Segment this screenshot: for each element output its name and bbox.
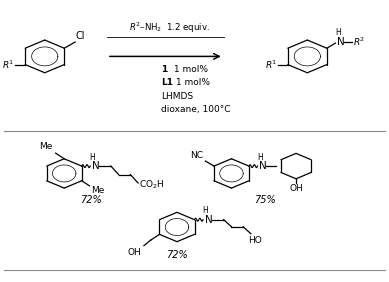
Text: $R^1$: $R^1$: [2, 58, 15, 71]
Text: LHMDS: LHMDS: [161, 92, 194, 101]
Text: $R^2$–NH$_2$  1.2 equiv.: $R^2$–NH$_2$ 1.2 equiv.: [129, 21, 210, 35]
Text: HO: HO: [248, 236, 261, 245]
Text: dioxane, 100°C: dioxane, 100°C: [161, 105, 231, 114]
Text: 1 mol%: 1 mol%: [171, 65, 208, 74]
Text: H: H: [257, 153, 263, 162]
Text: 1: 1: [161, 65, 168, 74]
Text: NC: NC: [191, 151, 203, 160]
Text: H: H: [203, 206, 208, 215]
Text: 72%: 72%: [81, 195, 102, 205]
Text: OH: OH: [128, 248, 141, 257]
Text: OH: OH: [289, 184, 303, 193]
Text: Cl: Cl: [76, 31, 86, 41]
Text: $R^2$: $R^2$: [353, 36, 365, 48]
Text: H: H: [335, 28, 341, 37]
Text: $R^1$: $R^1$: [265, 58, 277, 71]
Text: Me: Me: [91, 186, 105, 195]
Text: N: N: [92, 161, 100, 171]
Text: 75%: 75%: [254, 195, 275, 205]
Text: CO$_2$H: CO$_2$H: [139, 178, 165, 191]
Text: 1 mol%: 1 mol%: [173, 78, 210, 87]
Text: Me: Me: [39, 142, 53, 151]
Text: 72%: 72%: [166, 250, 188, 260]
Text: N: N: [337, 37, 345, 47]
Text: H: H: [90, 153, 95, 162]
Text: N: N: [259, 161, 267, 171]
Text: N: N: [205, 215, 213, 225]
Text: L1: L1: [161, 78, 173, 87]
